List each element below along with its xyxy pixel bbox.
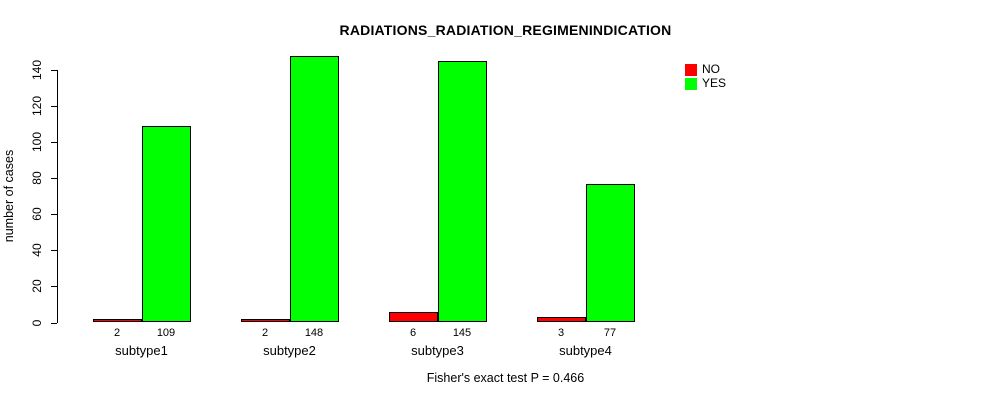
bar-yes-subtype1 [141,125,191,323]
bar-value-label: 2 [113,327,121,339]
legend: NO YES [685,63,726,91]
bar-no-subtype4 [536,317,586,323]
bar-yes-subtype4 [585,183,635,323]
bar-yes-subtype2 [289,55,339,323]
category-label-subtype4: subtype4 [559,343,612,358]
legend-color-swatch-no [685,63,697,76]
y-tick [51,250,57,252]
y-tick [51,322,57,324]
bar-value-label: 2 [261,327,269,339]
bar-value-label: 6 [409,327,417,339]
y-tick-label: 0 [30,319,44,326]
legend-color-swatch-yes [685,77,697,90]
legend-label-no: NO [702,62,720,76]
bar-value-label: 109 [156,327,176,339]
footer-note: Fisher's exact test P = 0.466 [426,371,585,385]
y-tick-label: 100 [30,132,44,153]
y-tick [51,106,57,108]
bar-value-label: 77 [603,327,617,339]
y-tick [51,214,57,216]
bar-value-label: 145 [452,327,472,339]
category-label-subtype3: subtype3 [411,343,464,358]
legend-label-yes: YES [702,76,727,90]
bar-value-label: 148 [304,327,324,339]
chart-title: RADIATIONS_RADIATION_REGIMENINDICATION [339,22,672,38]
y-tick-label: 120 [30,96,44,117]
y-tick-label: 60 [30,207,44,221]
category-label-subtype2: subtype2 [263,343,316,358]
bar-value-label: 3 [557,327,565,339]
category-label-subtype1: subtype1 [115,343,168,358]
y-tick-label: 140 [30,59,44,80]
legend-item-yes: YES [685,77,726,90]
y-axis-line [57,69,58,324]
y-tick [51,286,57,288]
y-tick-label: 80 [30,171,44,185]
y-tick [51,142,57,144]
y-tick-label: 20 [30,279,44,294]
bar-no-subtype1 [92,318,142,323]
legend-item-no: NO [685,63,726,76]
y-tick [51,178,57,180]
y-tick-label: 40 [30,243,44,258]
bar-yes-subtype3 [437,60,487,323]
bar-no-subtype3 [388,311,438,323]
bar-no-subtype2 [240,318,290,323]
y-tick [51,69,57,71]
